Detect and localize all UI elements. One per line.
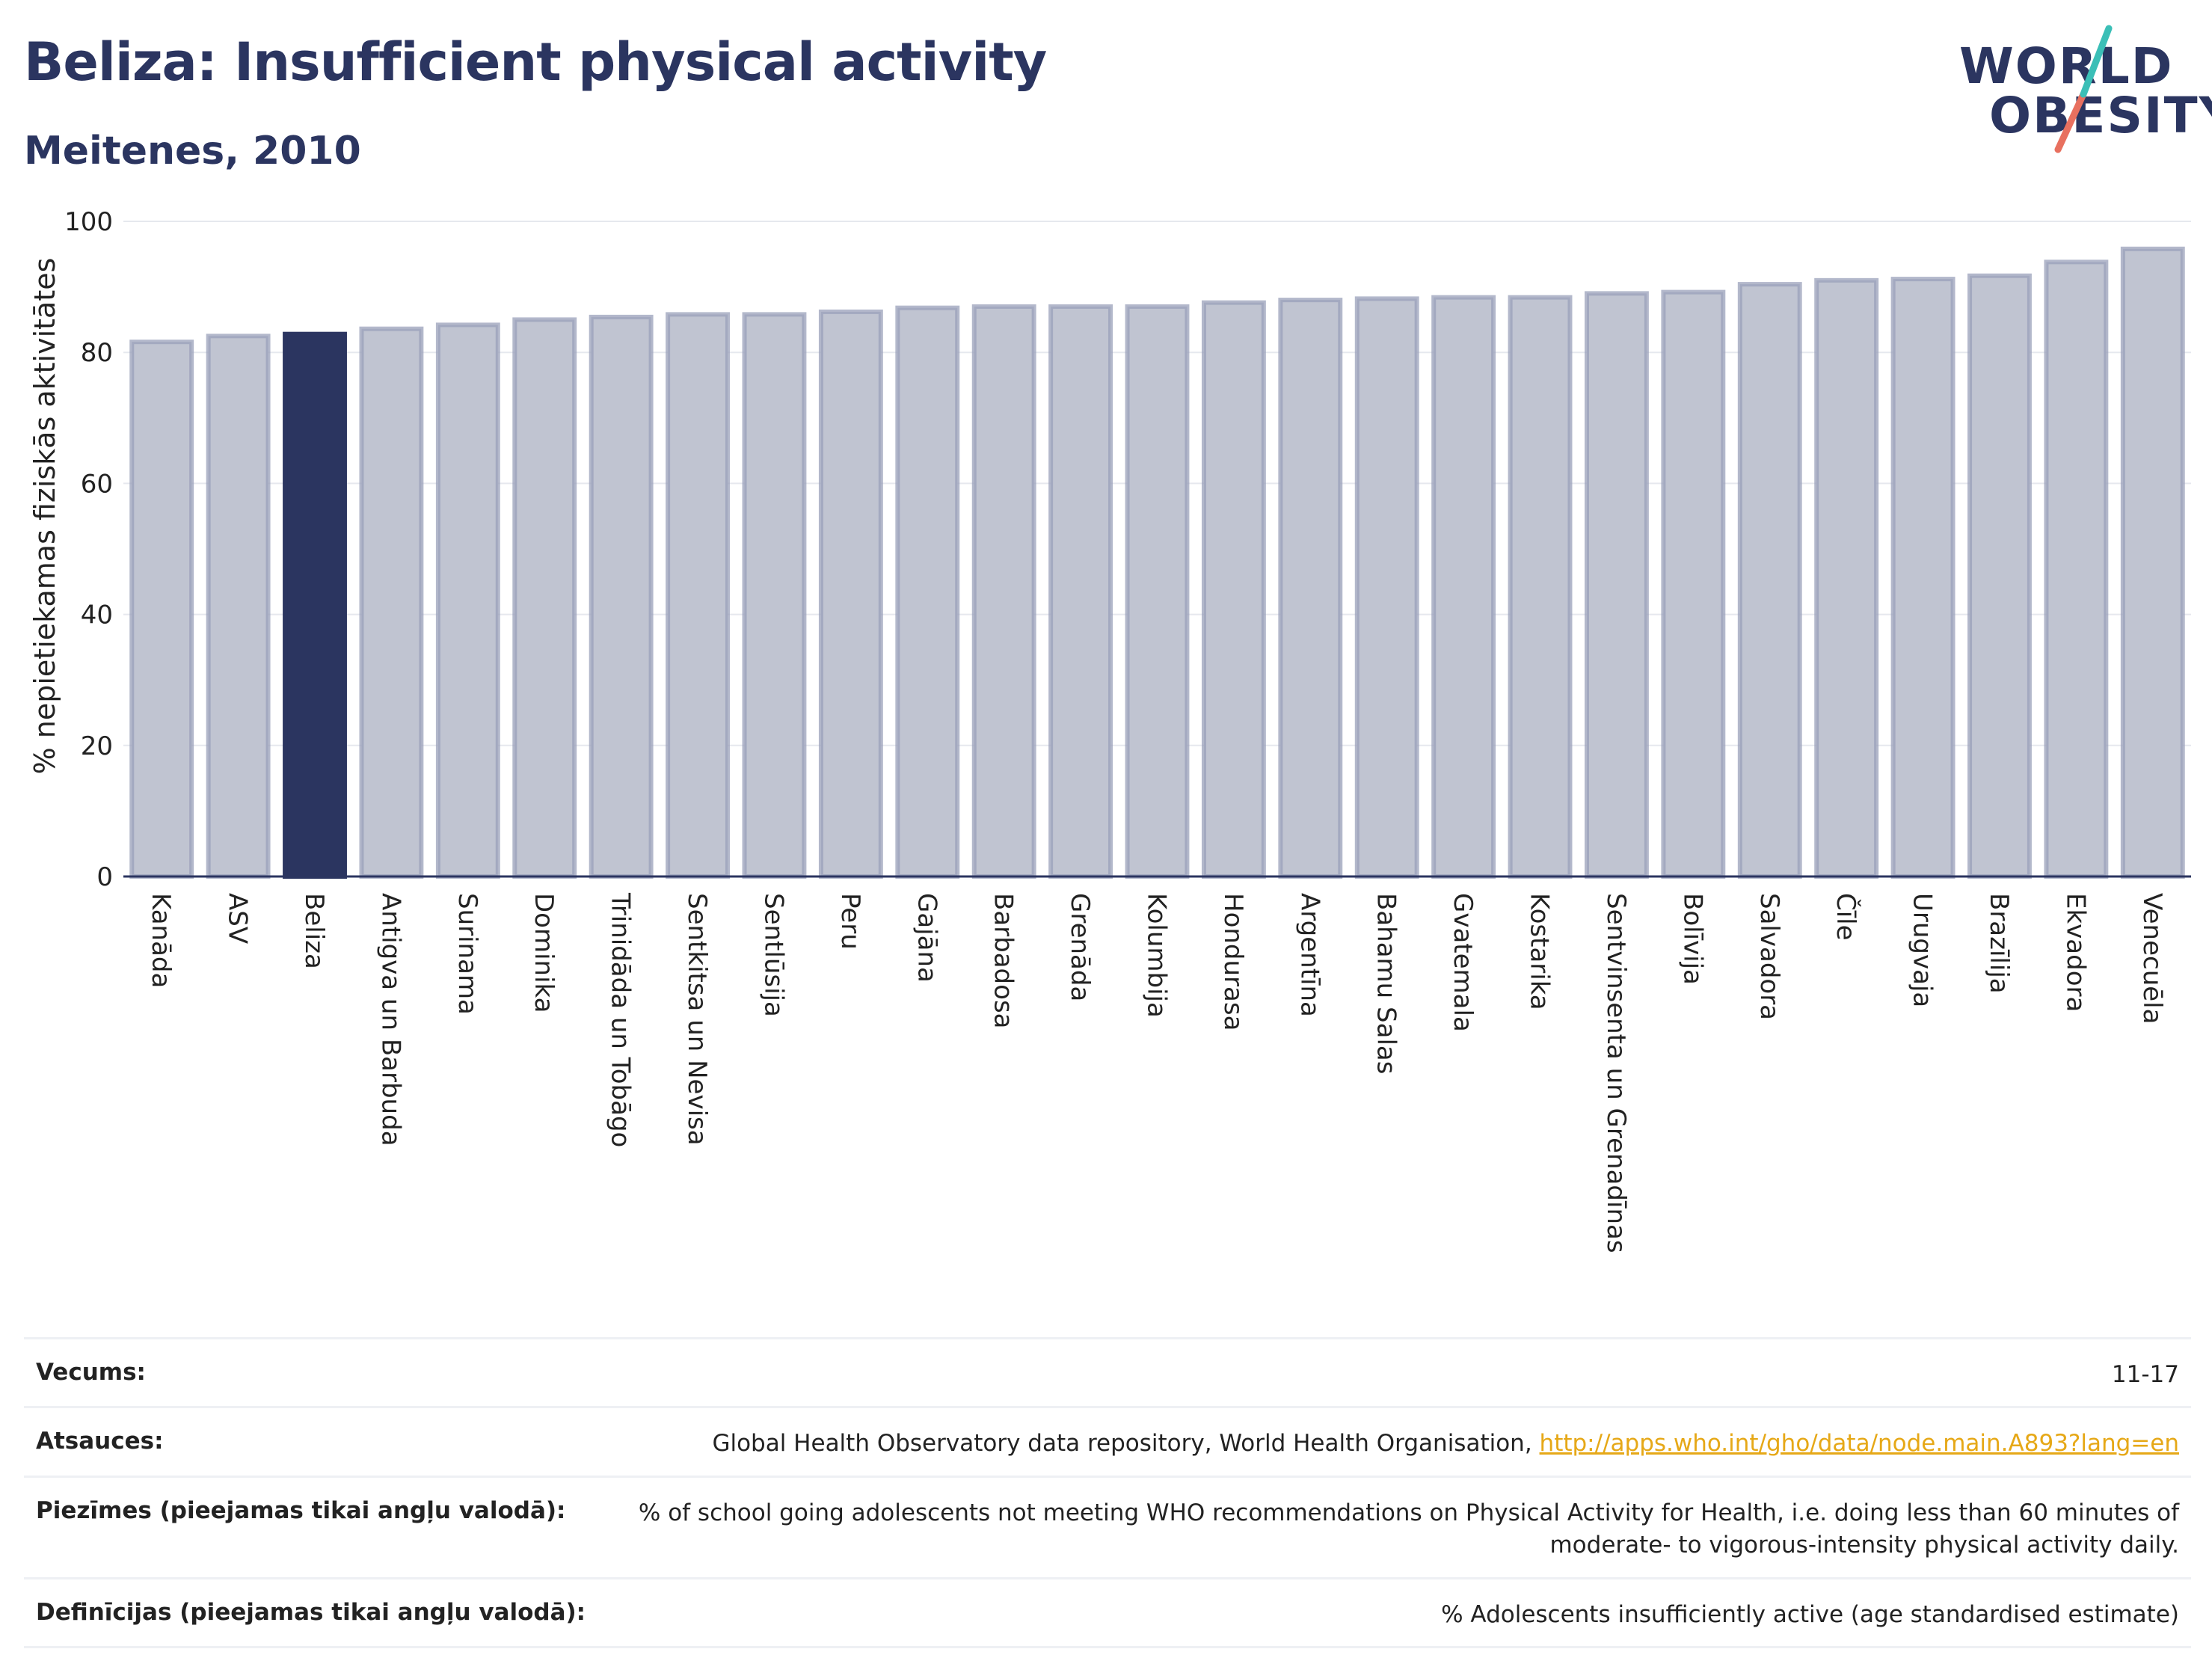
x-tick-label: Kanāda <box>146 893 176 988</box>
source-link[interactable]: http://apps.who.int/gho/data/node.main.A… <box>1539 1430 2179 1458</box>
y-tick-label: 20 <box>81 731 113 761</box>
y-tick-label: 100 <box>64 207 113 237</box>
bar-11[interactable] <box>971 304 1036 879</box>
bar-16[interactable] <box>1354 296 1419 879</box>
bar-2[interactable] <box>283 331 347 879</box>
bar-0[interactable] <box>129 340 194 879</box>
y-tick-label: 0 <box>96 862 113 892</box>
footer-row-age: Vecums: 11-17 <box>24 1337 2191 1406</box>
x-tick-label: Čīle <box>1831 893 1861 941</box>
footer-row-notes: Piezīmes (pieejamas tikai angļu valodā):… <box>24 1475 2191 1577</box>
x-tick-label: Surinama <box>452 893 482 1015</box>
bar-15[interactable] <box>1278 298 1343 879</box>
sources-label: Atsauces: <box>36 1428 164 1455</box>
x-tick-label: Trinidāda un Tobāgo <box>606 892 636 1147</box>
logo-slash-icon <box>2054 25 2113 153</box>
bar-chart: 0 20 40 60 80 100 Kanāda ASV Beliza Antigva un Ba… <box>64 207 2191 1253</box>
definitions-label: Definīcijas (pieejamas tikai angļu valod… <box>36 1598 586 1626</box>
bar-6[interactable] <box>589 314 654 879</box>
bar-7[interactable] <box>666 312 730 879</box>
x-tick-label: Bolīvija <box>1677 893 1707 985</box>
x-tick-label: Gvatemala <box>1448 893 1478 1032</box>
definitions-value: % Adolescents insufficiently active (age… <box>1441 1600 2179 1628</box>
bar-1[interactable] <box>206 334 271 879</box>
y-tick-label: 60 <box>81 469 113 499</box>
x-tick-label: Antigva un Barbuda <box>375 893 405 1146</box>
bar-5[interactable] <box>512 317 577 879</box>
bar-21[interactable] <box>1737 282 1802 879</box>
bar-22[interactable] <box>1814 277 1879 879</box>
sources-value: Global Health Observatory data repositor… <box>712 1428 2179 1460</box>
sources-text: Global Health Observatory data repositor… <box>712 1430 1540 1458</box>
x-tick-label: Hondurasa <box>1218 893 1248 1031</box>
bar-8[interactable] <box>742 312 807 879</box>
footer-row-definitions: Definīcijas (pieejamas tikai angļu valod… <box>24 1576 2191 1648</box>
world-obesity-logo: WORLD OBESITY <box>1944 22 2212 157</box>
bar-18[interactable] <box>1508 295 1573 879</box>
bar-19[interactable] <box>1585 291 1649 879</box>
x-tick-label: Brazīlija <box>1984 893 2014 994</box>
bar-26[interactable] <box>2120 246 2185 879</box>
x-tick-label: Urugvaja <box>1908 893 1938 1007</box>
bar-4[interactable] <box>435 322 500 879</box>
x-tick-label: Sentlūsija <box>758 893 788 1017</box>
notes-label: Piezīmes (pieejamas tikai angļu valodā): <box>36 1496 566 1524</box>
bar-12[interactable] <box>1048 304 1113 879</box>
x-tick-label: Gajāna <box>912 893 941 983</box>
bar-17[interactable] <box>1431 295 1496 879</box>
x-tick-label: Sentkitsa un Nevisa <box>682 893 712 1146</box>
chart-info-table: Vecums: 11-17 Atsauces: Global Health Ob… <box>24 1337 2191 1648</box>
x-tick-label: Salvadora <box>1754 893 1784 1020</box>
bar-23[interactable] <box>1890 277 1956 879</box>
age-value: 11-17 <box>2111 1361 2179 1388</box>
x-tick-label: Kostarika <box>1525 893 1555 1010</box>
logo-line-2: OBESITY <box>1989 87 2212 144</box>
footer-row-sources: Atsauces: Global Health Observatory data… <box>24 1406 2191 1475</box>
x-tick-label: Dominika <box>529 893 559 1013</box>
x-tick-label: Barbadosa <box>989 893 1019 1029</box>
y-tick-label: 80 <box>81 338 113 368</box>
x-tick-label: Kolumbija <box>1142 893 1172 1018</box>
x-tick-label: Peru <box>835 893 865 950</box>
x-tick-label: Ekvadora <box>2060 893 2090 1012</box>
x-tick-label: Sentvinsenta un Grenadīnas <box>1601 893 1631 1253</box>
bar-14[interactable] <box>1201 300 1266 879</box>
notes-value: % of school going adolescents not meetin… <box>638 1499 2179 1559</box>
y-tick-label: 40 <box>81 601 113 630</box>
page-subtitle: Meitenes, 2010 <box>24 129 361 174</box>
logo-line-1: WORLD <box>1959 37 2174 95</box>
bar-24[interactable] <box>1967 273 2032 879</box>
x-tick-label: Beliza <box>299 893 329 969</box>
bar-3[interactable] <box>359 326 424 879</box>
bar-20[interactable] <box>1661 289 1726 879</box>
bar-25[interactable] <box>2044 260 2109 879</box>
x-tick-label: Bahamu Salas <box>1371 893 1401 1074</box>
age-label: Vecums: <box>36 1359 146 1386</box>
bar-13[interactable] <box>1125 304 1190 879</box>
x-tick-label: Venecuēla <box>2137 893 2167 1024</box>
x-tick-label: ASV <box>223 893 253 944</box>
x-tick-label: Argentīna <box>1294 893 1324 1017</box>
bar-9[interactable] <box>818 309 883 879</box>
bar-10[interactable] <box>895 305 960 879</box>
x-tick-label: Grenāda <box>1065 893 1095 1001</box>
page-title: Beliza: Insufficient physical activity <box>24 31 1047 93</box>
